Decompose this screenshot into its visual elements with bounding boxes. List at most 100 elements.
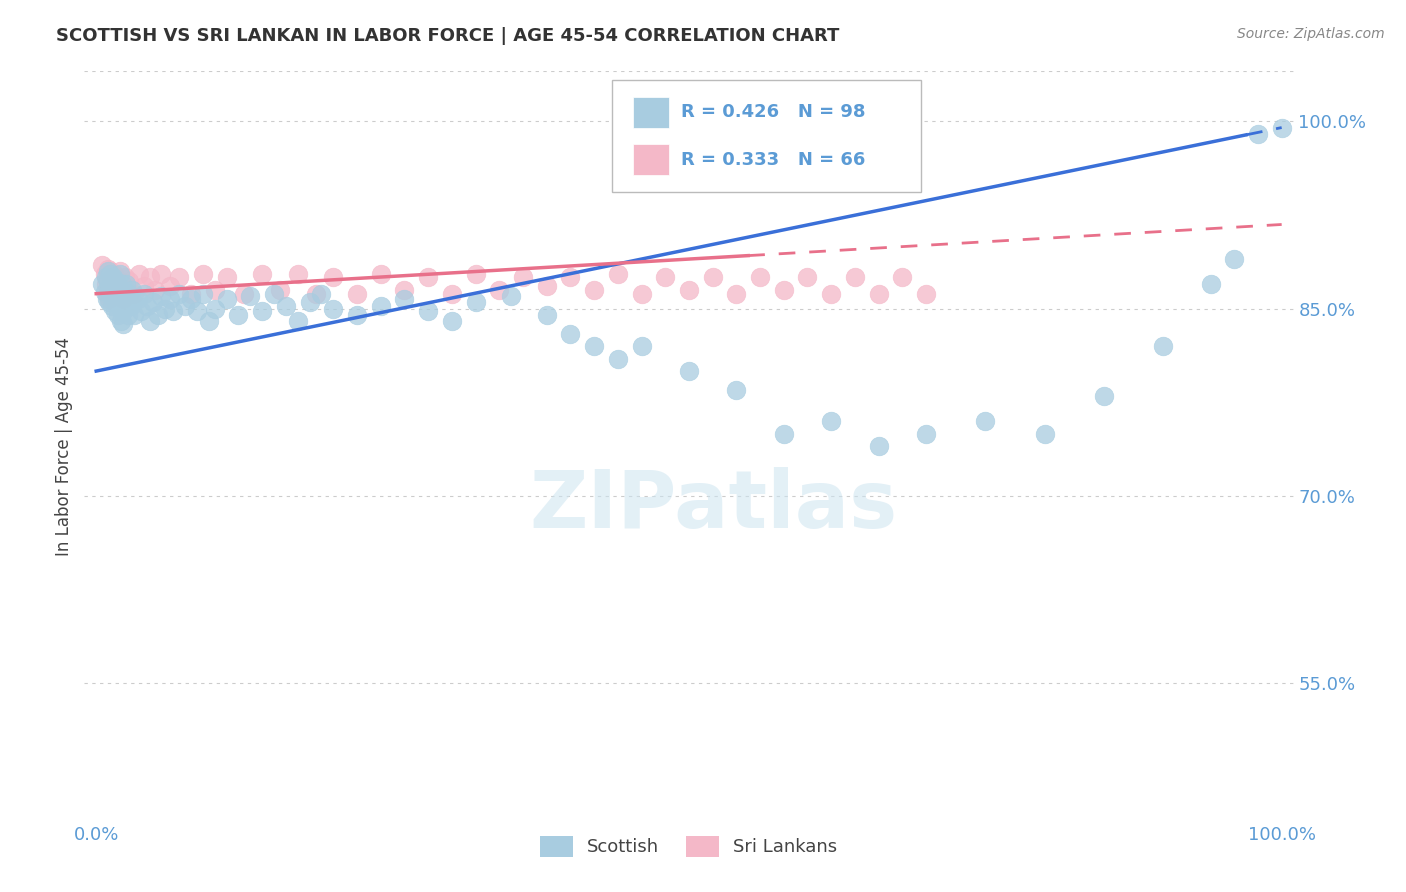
Point [868,286,890,301]
Point [772,283,794,297]
Point [370,267,392,281]
Point [191,267,214,281]
Point [108,264,131,278]
Point [440,286,463,301]
Point [120,299,142,313]
Point [820,414,842,428]
Point [128,267,150,281]
Point [287,314,309,328]
Point [114,299,136,313]
Point [94,270,117,285]
Text: ZIPatlas: ZIPatlas [529,467,897,545]
Point [204,301,226,316]
Point [725,286,748,301]
Point [100,289,122,303]
Point [115,295,138,310]
Point [105,274,128,288]
Point [263,286,285,301]
Point [346,308,368,322]
Point [115,277,138,291]
Point [138,314,160,328]
Point [1033,426,1056,441]
Point [536,279,558,293]
Point [121,283,143,297]
Point [110,314,132,328]
Text: SCOTTISH VS SRI LANKAN IN LABOR FORCE | AGE 45-54 CORRELATION CHART: SCOTTISH VS SRI LANKAN IN LABOR FORCE | … [56,27,839,45]
Point [108,267,131,281]
Point [97,270,120,285]
Point [101,270,124,285]
Point [167,270,190,285]
Point [844,270,866,285]
Point [630,286,652,301]
Point [215,292,238,306]
Point [322,301,344,316]
Point [150,267,173,281]
Point [678,364,700,378]
Point [107,277,129,291]
Point [101,286,124,301]
Point [122,286,145,301]
Point [117,308,139,322]
Point [112,317,135,331]
Text: R = 0.333   N = 66: R = 0.333 N = 66 [681,151,865,169]
Point [583,283,606,297]
Point [180,292,202,306]
Point [311,286,333,301]
Point [233,286,256,301]
Point [105,270,128,285]
Point [418,270,440,285]
Point [110,286,132,301]
Point [104,279,127,293]
Point [501,289,523,303]
Point [162,304,184,318]
Point [204,283,226,297]
Point [138,270,160,285]
Point [239,289,262,303]
Point [111,292,134,306]
Point [132,286,155,301]
Point [915,286,938,301]
Point [749,270,772,285]
Point [322,270,344,285]
Point [105,285,128,300]
Point [654,270,676,285]
Point [107,292,129,306]
Point [98,295,121,310]
Point [274,299,297,313]
Point [103,277,125,291]
Point [103,267,125,281]
Point [97,264,120,278]
Point [891,270,914,285]
Point [1247,127,1270,141]
Point [100,279,122,293]
Point [228,308,250,322]
Point [98,283,121,297]
Point [464,295,486,310]
Point [418,304,440,318]
Point [915,426,938,441]
Point [250,304,273,318]
Point [191,286,214,301]
Text: R = 0.426   N = 98: R = 0.426 N = 98 [681,103,865,121]
Point [370,299,392,313]
Point [97,261,120,276]
Point [136,299,159,313]
Point [287,267,309,281]
Point [488,283,510,297]
Point [198,314,221,328]
Point [115,283,138,297]
Point [583,339,606,353]
Point [153,301,176,316]
Point [94,277,117,291]
Point [215,270,238,285]
Point [772,426,794,441]
Point [111,277,134,291]
Point [536,308,558,322]
Point [974,414,997,428]
Point [298,295,321,310]
Point [174,299,197,313]
Point [97,274,120,288]
Point [100,264,122,278]
Point [96,292,118,306]
